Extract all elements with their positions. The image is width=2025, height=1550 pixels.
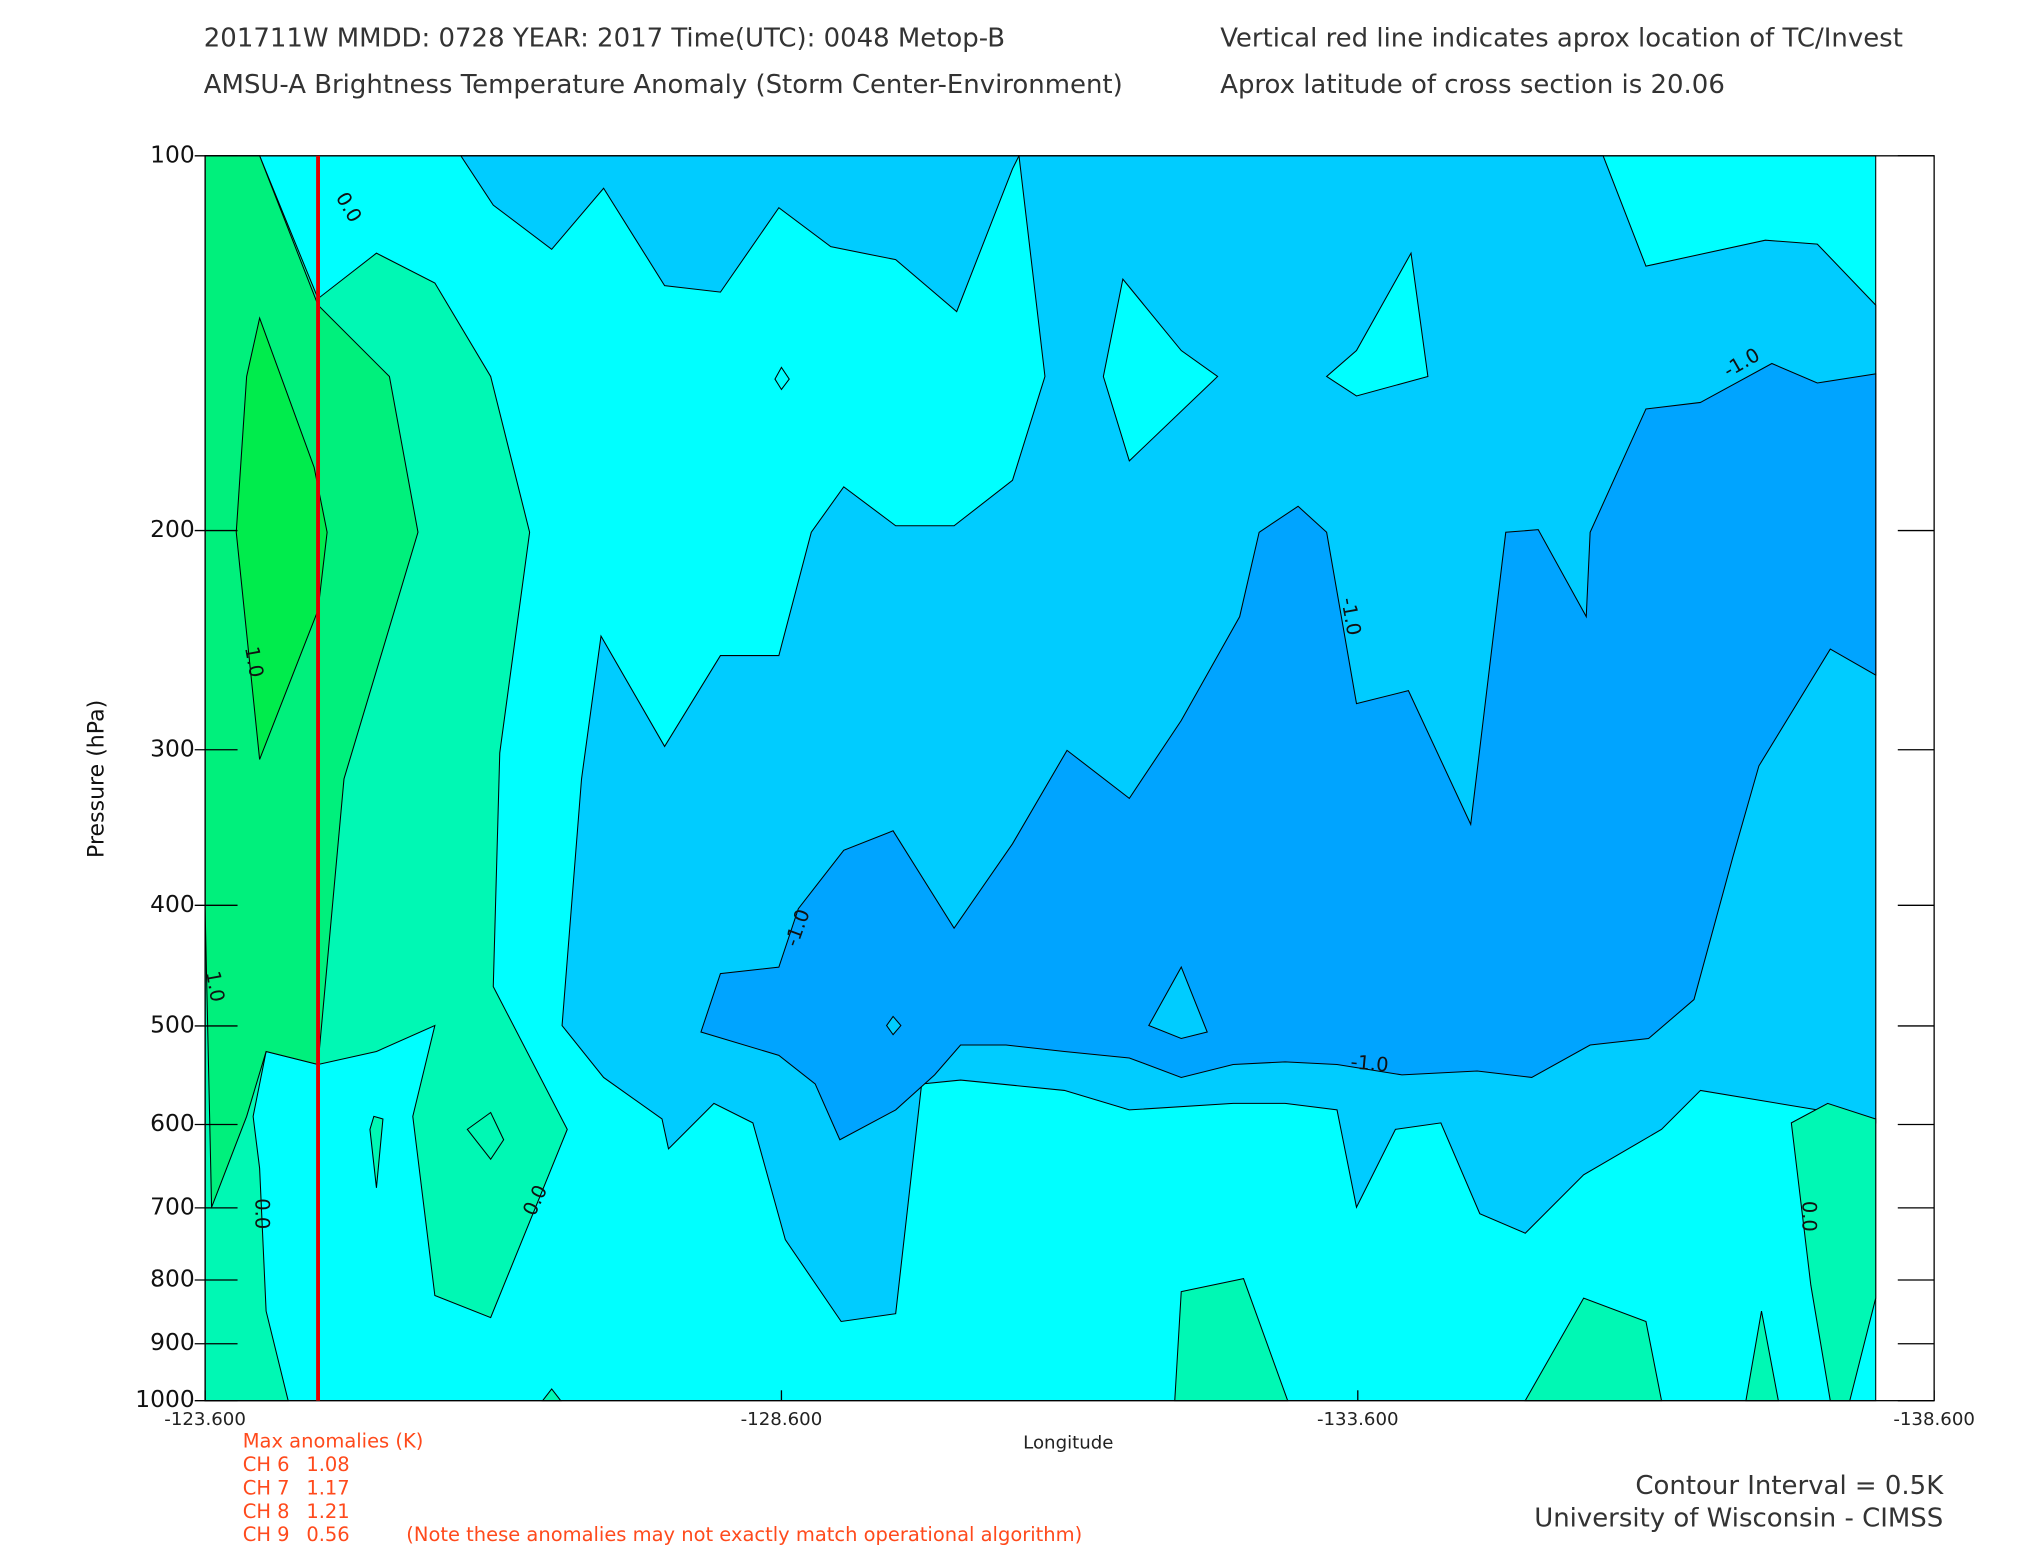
annotation: Vertical red line indicates aprox locati… bbox=[1220, 23, 1903, 53]
plot-frame bbox=[204, 155, 1935, 1402]
y-tick-label: 900 bbox=[150, 1328, 195, 1356]
x-tick-label: -133.600 bbox=[1317, 1409, 1399, 1430]
y-tick-label: 400 bbox=[150, 890, 195, 918]
title: 201711W MMDD: 0728 YEAR: 2017 Time(UTC):… bbox=[204, 23, 1005, 53]
contour-band bbox=[369, 1115, 384, 1188]
y-tick-label: 600 bbox=[150, 1109, 195, 1137]
contour-band bbox=[885, 1015, 902, 1036]
anomaly-channel: CH 9 bbox=[243, 1523, 290, 1546]
x-tick-label: -138.600 bbox=[1893, 1409, 1975, 1430]
contour-label: 0.0 bbox=[250, 1198, 273, 1229]
contour-band bbox=[1102, 277, 1219, 462]
contour-band bbox=[1325, 251, 1429, 397]
anomaly-value: 1.17 bbox=[306, 1476, 349, 1499]
contour-band bbox=[1790, 1102, 1877, 1402]
contour-band bbox=[774, 366, 790, 391]
anomaly-value: 1.21 bbox=[306, 1500, 349, 1523]
x-axis-label: Longitude bbox=[1023, 1433, 1113, 1454]
contour-label: 1.0 bbox=[240, 645, 268, 679]
footer: University of Wisconsin - CIMSS bbox=[1534, 1503, 1943, 1533]
anomaly-channel: CH 6 bbox=[243, 1453, 290, 1476]
contour-band bbox=[459, 155, 1020, 313]
subtitle: AMSU-A Brightness Temperature Anomaly (S… bbox=[204, 70, 1123, 100]
y-tick-label: 700 bbox=[150, 1192, 195, 1220]
contour-band bbox=[466, 1111, 505, 1161]
anomaly-value: 1.08 bbox=[306, 1453, 349, 1476]
contour-label: -1.0 bbox=[1350, 1050, 1390, 1076]
contour-band bbox=[1148, 965, 1208, 1040]
contour-label: 1.0 bbox=[201, 969, 229, 1003]
y-tick-label: 800 bbox=[150, 1265, 195, 1293]
x-tick-label: -128.600 bbox=[741, 1409, 823, 1430]
y-tick-label: 300 bbox=[150, 734, 195, 762]
anomaly-note: (Note these anomalies may not exactly ma… bbox=[406, 1523, 1082, 1546]
contour-band bbox=[700, 362, 1877, 1141]
footer: Contour Interval = 0.5K bbox=[1635, 1471, 1944, 1501]
annotation: Aprox latitude of cross section is 20.06 bbox=[1220, 70, 1725, 100]
y-tick-label: 200 bbox=[150, 515, 195, 543]
y-tick-label: 100 bbox=[150, 140, 195, 168]
y-axis-label: Pressure (hPa) bbox=[84, 700, 109, 858]
anomaly-title: Max anomalies (K) bbox=[243, 1430, 424, 1453]
contour-label: 0.0 bbox=[1798, 1201, 1821, 1232]
anomaly-value: 0.56 bbox=[306, 1523, 349, 1546]
y-tick-label: 1000 bbox=[135, 1385, 194, 1413]
y-tick-label: 500 bbox=[150, 1010, 195, 1038]
x-tick-label: -123.600 bbox=[164, 1409, 246, 1430]
anomaly-channel: CH 7 bbox=[243, 1476, 290, 1499]
anomaly-channel: CH 8 bbox=[243, 1500, 290, 1523]
